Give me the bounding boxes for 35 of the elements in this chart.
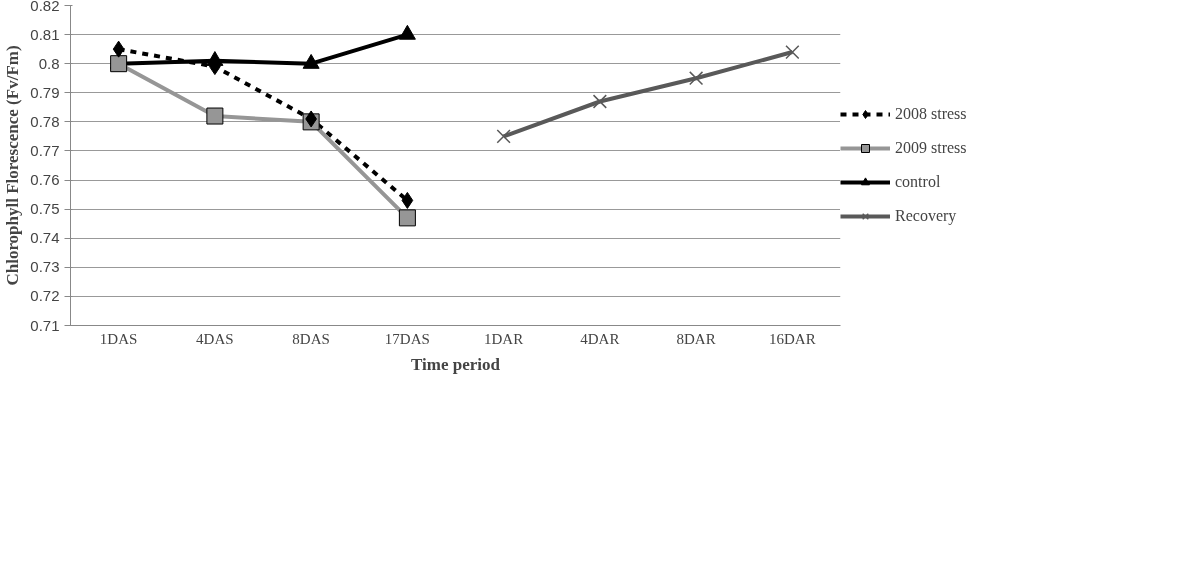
x-axis-title: Time period — [411, 354, 501, 374]
x-tick-label: 1DAR — [484, 330, 524, 347]
point — [401, 191, 414, 209]
x-tick-label: 4DAR — [580, 330, 620, 347]
y-tick-label: 0.79 — [30, 83, 60, 101]
legend-label: control — [895, 173, 941, 191]
x-tick-label: 8DAR — [676, 330, 716, 347]
x-tick-label: 17DAS — [384, 330, 430, 347]
y-tick-label: 0.82 — [30, 0, 60, 14]
point — [206, 107, 224, 125]
legend-label: 2008 stress — [895, 105, 967, 123]
y-tick-label: 0.71 — [30, 316, 60, 334]
y-tick-label: 0.72 — [30, 287, 60, 305]
point — [592, 94, 607, 109]
point — [496, 129, 511, 144]
y-tick-label: 0.77 — [30, 141, 60, 159]
x-tick-label: 16DAR — [769, 330, 816, 347]
y-axis-title: Chlorophyll Florescence (Fv/Fm) — [3, 45, 23, 286]
legend-label: 2009 stress — [895, 139, 967, 157]
y-tick-label: 0.75 — [30, 200, 60, 218]
x-tick-label: 1DAS — [99, 330, 138, 347]
point — [398, 209, 416, 227]
point — [689, 71, 704, 86]
point — [785, 44, 800, 60]
y-tick-label: 0.74 — [30, 229, 60, 247]
y-tick-label: 0.81 — [30, 25, 60, 43]
legend-label: Recovery — [895, 207, 957, 225]
y-tick-label: 0.73 — [30, 258, 60, 276]
x-tick-label: 8DAS — [292, 330, 330, 347]
y-tick-label: 0.8 — [38, 54, 60, 72]
point — [112, 40, 125, 58]
y-tick-label: 0.78 — [30, 112, 60, 130]
x-tick-label: 4DAS — [196, 330, 234, 347]
point — [110, 55, 128, 73]
y-tick-label: 0.76 — [30, 171, 60, 189]
